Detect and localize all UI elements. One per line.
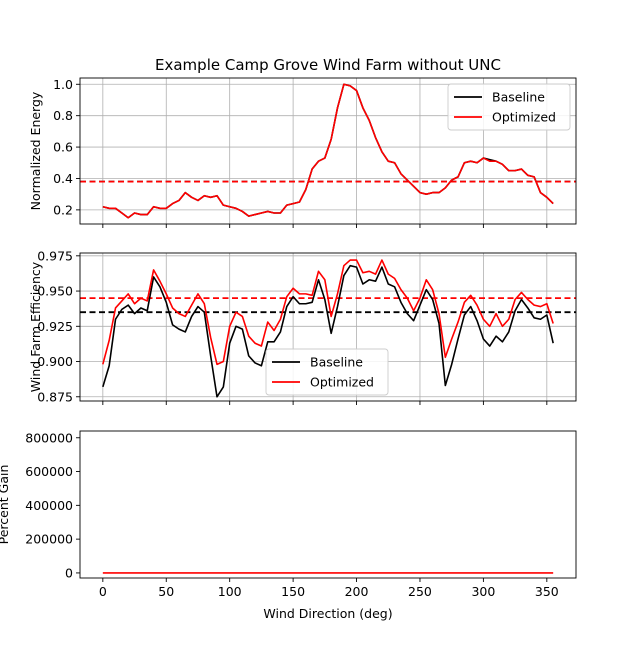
percent-gain-panel: 0 200000 400000 600000 800000 0 50 100 150 200 250… <box>0 430 577 621</box>
y-axis-label: Percent Gain <box>0 465 11 545</box>
y-tick-label: 0.975 <box>37 248 73 263</box>
legend-box <box>447 83 571 131</box>
x-tick-label: 0 <box>99 584 107 599</box>
y-tick-label: 0.6 <box>53 140 73 155</box>
legend: Baseline Optimized <box>265 348 389 396</box>
energy-panel: 0.2 0.4 0.6 0.8 1.0 Normalized Energy Baseline… <box>28 77 577 228</box>
y-tick-label: 0.4 <box>53 171 73 186</box>
x-tick-label: 150 <box>281 584 305 599</box>
baseline-legend-label: Baseline <box>492 90 545 105</box>
y-tick-label: 600000 <box>25 464 73 479</box>
y-tick-label: 0 <box>65 565 73 580</box>
x-tick-label: 350 <box>535 584 559 599</box>
optimized-legend-label: Optimized <box>310 375 374 390</box>
y-tick-label: 0.925 <box>37 319 73 334</box>
x-tick-label: 50 <box>158 584 174 599</box>
y-tick-label: 0.950 <box>37 284 73 299</box>
axes-frame <box>79 252 577 402</box>
y-tick-label: 1.0 <box>53 77 73 92</box>
y-axis-label: Normalized Energy <box>28 91 43 210</box>
y-tick-label: 0.875 <box>37 389 73 404</box>
y-tick-label: 400000 <box>25 498 73 513</box>
x-tick-label: 100 <box>218 584 242 599</box>
x-axis-label: Wind Direction (deg) <box>263 606 392 621</box>
baseline-legend-label: Baseline <box>310 355 363 370</box>
x-tick-label: 300 <box>471 584 495 599</box>
y-tick-label: 800000 <box>25 430 73 445</box>
legend-box <box>265 348 389 396</box>
y-tick-label: 0.2 <box>53 202 73 217</box>
y-tick-label: 0.8 <box>53 108 73 123</box>
y-tick-label: 200000 <box>25 532 73 547</box>
legend: Baseline Optimized <box>447 83 571 131</box>
optimized-legend-label: Optimized <box>492 110 556 125</box>
axes-frame <box>79 77 577 225</box>
x-tick-label: 200 <box>345 584 369 599</box>
axes-frame <box>79 430 577 579</box>
optimized-series-line <box>102 83 554 219</box>
y-tick-label: 0.900 <box>37 354 73 369</box>
chart-title: Example Camp Grove Wind Farm without UNC <box>155 56 501 74</box>
x-tick-label: 250 <box>408 584 432 599</box>
baseline-series-line <box>102 264 554 398</box>
optimized-series-line <box>102 259 554 366</box>
y-axis-label: Wind Farm Efficiency <box>28 261 43 392</box>
